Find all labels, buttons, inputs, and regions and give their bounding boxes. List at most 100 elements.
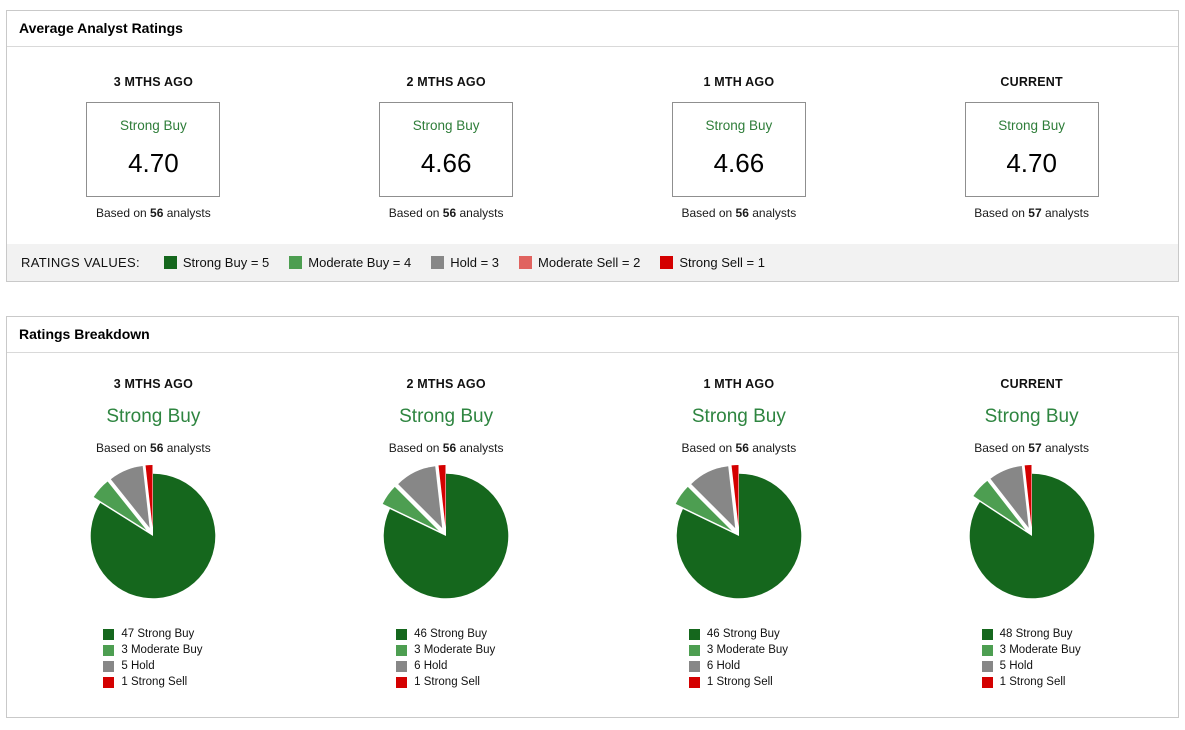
rating-label: Strong Buy: [412, 118, 480, 133]
breakdown-column-1mth: 1 MTH AGO Strong Buy Based on 56 analyst…: [593, 377, 886, 693]
pie-legend-label: 46 Strong Buy: [706, 628, 780, 640]
analyst-count: 57: [1028, 206, 1042, 220]
strong-buy-swatch: [396, 628, 408, 640]
pie-legend-item: 1 Strong Sell: [396, 676, 496, 688]
pie-legend-label: 1 Strong Sell: [121, 676, 188, 688]
moderate-buy-swatch: [396, 644, 408, 656]
pie-legend-label: 6 Hold: [706, 660, 741, 672]
legend-item-strong-buy: Strong Buy = 5: [163, 255, 270, 270]
rating-score: 4.66: [713, 148, 765, 178]
pie-legend-item: 6 Hold: [688, 660, 789, 672]
based-on-suffix: analysts: [752, 206, 797, 220]
pie-legend-item: 1 Strong Sell: [981, 676, 1082, 688]
breakdown-column-2mths: 2 MTHS AGO Strong Buy Based on 56 analys…: [300, 377, 593, 693]
pie-legend-label: 1 Strong Sell: [999, 676, 1066, 688]
pie-slice-strong-sell: [731, 464, 739, 528]
pie-slice-moderate-buy: [94, 481, 147, 531]
based-on-prefix: Based on: [974, 441, 1025, 455]
based-on-prefix: Based on: [681, 206, 733, 220]
pie-legend-label: 3 Moderate Buy: [999, 644, 1081, 656]
pie-slice-strong-buy: [383, 473, 509, 599]
breakdown-columns: 3 MTHS AGO Strong Buy Based on 56 analys…: [7, 353, 1178, 717]
consensus-rating: Strong Buy: [984, 406, 1079, 427]
pie-legend-item: 46 Strong Buy: [396, 628, 496, 640]
analyst-count: 56: [735, 206, 749, 220]
analyst-count: 56: [150, 206, 164, 220]
based-on-suffix: analysts: [1044, 206, 1090, 220]
pie-legend-label: 3 Moderate Buy: [706, 644, 789, 656]
average-ratings-columns: 3 MTHS AGO Strong Buy 4.70 Based on 56 a…: [7, 47, 1178, 220]
hold-swatch: [981, 660, 993, 672]
pie-legend: 48 Strong Buy 3 Moderate Buy 5 Hold 1 Stron…: [981, 624, 1082, 692]
rating-score-box: Strong Buy 4.70: [86, 102, 221, 197]
rating-label: Strong Buy: [998, 118, 1066, 133]
pie-slice-hold: [691, 466, 736, 529]
based-on-text: Based on 57 analysts: [885, 206, 1178, 220]
pie-legend-label: 3 Moderate Buy: [121, 644, 203, 656]
based-on-prefix: Based on: [388, 206, 440, 220]
analyst-count: 56: [442, 441, 457, 455]
pie-chart: [382, 464, 509, 599]
pie-slice-hold: [111, 466, 151, 528]
moderate-buy-swatch: [289, 256, 303, 269]
based-on-suffix: analysts: [752, 441, 797, 455]
panel-title: Average Analyst Ratings: [7, 11, 1178, 47]
pie-legend: 46 Strong Buy 3 Moderate Buy 6 Hold 1 Stron…: [396, 624, 496, 692]
pie-legend-item: 47 Strong Buy: [103, 628, 203, 640]
legend-item-strong-sell: Strong Sell = 1: [660, 255, 765, 270]
consensus-rating: Strong Buy: [399, 406, 494, 427]
ratings-values-bar: RATINGS VALUES: Strong Buy = 5 Moderate …: [7, 244, 1178, 281]
based-on-text: Based on 56 analysts: [7, 206, 300, 220]
pie-slice-strong-buy: [91, 473, 216, 599]
pie-legend: 46 Strong Buy 3 Moderate Buy 6 Hold 1 Stron…: [688, 624, 789, 692]
period-label: 2 MTHS AGO: [406, 377, 486, 391]
based-on-text: Based on 56 analysts: [300, 441, 593, 455]
pie-slice-strong-sell: [438, 464, 446, 528]
legend-label: Strong Buy = 5: [182, 255, 270, 270]
based-on-suffix: analysts: [459, 206, 504, 220]
rating-score: 4.70: [1006, 148, 1057, 178]
pie-slice-moderate-buy: [675, 486, 732, 531]
pie-slice-strong-sell: [145, 464, 153, 528]
legend-label: Strong Sell = 1: [679, 255, 765, 270]
moderate-buy-swatch: [103, 644, 115, 656]
hold-swatch: [431, 256, 445, 269]
hold-swatch: [688, 660, 700, 672]
pie-legend-item: 3 Moderate Buy: [981, 644, 1082, 656]
period-label: 3 MTHS AGO: [113, 75, 194, 89]
average-analyst-ratings-panel: Average Analyst Ratings 3 MTHS AGO Stron…: [6, 10, 1179, 282]
period-label: 3 MTHS AGO: [113, 377, 194, 391]
pie-legend-item: 1 Strong Sell: [103, 676, 203, 688]
analyst-count: 57: [1028, 441, 1042, 455]
pie-legend-item: 46 Strong Buy: [688, 628, 789, 640]
analyst-count: 56: [442, 206, 457, 220]
period-label: 2 MTHS AGO: [406, 75, 486, 89]
pie-chart: [675, 464, 802, 599]
strong-buy-swatch: [163, 256, 177, 269]
pie-legend-item: 6 Hold: [396, 660, 496, 672]
pie-slice-moderate-buy: [382, 486, 439, 531]
pie-legend-item: 5 Hold: [981, 660, 1082, 672]
based-on-text: Based on 56 analysts: [593, 206, 886, 220]
consensus-rating: Strong Buy: [106, 406, 201, 427]
strong-sell-swatch: [981, 676, 993, 688]
legend-item-hold: Hold = 3: [431, 255, 499, 270]
period-label: 1 MTH AGO: [703, 377, 775, 391]
pie-legend-item: 48 Strong Buy: [981, 628, 1082, 640]
pie-chart: [91, 464, 216, 599]
pie-chart: [969, 464, 1094, 599]
pie-legend-item: 5 Hold: [103, 660, 203, 672]
based-on-prefix: Based on: [681, 441, 733, 455]
hold-swatch: [103, 660, 115, 672]
based-on-prefix: Based on: [95, 441, 147, 455]
legend-label: Moderate Buy = 4: [308, 255, 412, 270]
pie-legend-item: 3 Moderate Buy: [396, 644, 496, 656]
pie-legend-item: 3 Moderate Buy: [688, 644, 789, 656]
ratings-breakdown-panel: Ratings Breakdown 3 MTHS AGO Strong Buy …: [6, 316, 1179, 718]
rating-score: 4.70: [128, 148, 179, 178]
pie-legend-label: 48 Strong Buy: [999, 628, 1073, 640]
pie-legend: 47 Strong Buy 3 Moderate Buy 5 Hold 1 Stron…: [103, 624, 203, 692]
rating-score-box: Strong Buy 4.70: [964, 102, 1099, 197]
strong-sell-swatch: [103, 676, 115, 688]
pie-legend-label: 46 Strong Buy: [414, 628, 488, 640]
